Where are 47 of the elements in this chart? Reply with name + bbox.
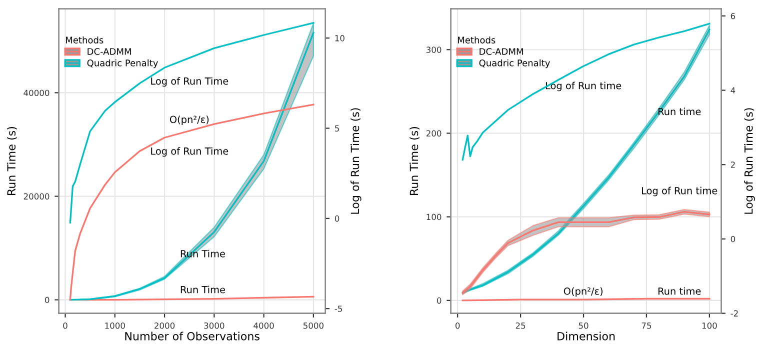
y-tick-label: 300: [426, 46, 442, 53]
annotation: Run time: [658, 287, 701, 295]
x-tick-label: 2000: [154, 322, 175, 329]
annotation: Log of Run time: [642, 186, 718, 196]
y2-tick-label: 6: [730, 12, 736, 20]
y2-tick-label: -2: [730, 310, 738, 316]
legend-label: DC-ADMM: [480, 48, 523, 55]
y2-tick-label: 0: [334, 215, 340, 222]
x-tick-label: 5000: [303, 322, 324, 329]
x-tick-label: 4000: [254, 322, 274, 329]
y2-axis-title: Log of Run Time (s): [350, 108, 362, 214]
y2-tick-label: 10: [335, 35, 344, 42]
y2-tick-label: -5: [334, 306, 342, 312]
x-tick-label: 75: [642, 322, 652, 329]
y2-tick-label: 5: [335, 125, 339, 132]
legend-label: Quadric Penalty: [87, 59, 158, 68]
x-tick-label: 25: [516, 322, 526, 329]
x-axis-title: Dimension: [558, 332, 615, 340]
annotation: Log of Run Time: [151, 77, 228, 87]
annotation: O(pn²/ε): [170, 116, 209, 125]
x-tick-label: 0: [456, 322, 460, 329]
annotation: Run Time: [180, 286, 225, 294]
y2-tick-label: 0: [730, 236, 736, 242]
annotation: O(pn²/ε): [564, 287, 602, 297]
y-axis-title: Run Time (s): [6, 127, 17, 195]
y-tick-label: 0: [45, 296, 50, 304]
y2-axis-title: Log of Run Time (s): [744, 108, 755, 214]
y-tick-label: 40000: [24, 90, 50, 96]
legend-title: Methods: [458, 36, 496, 44]
annotation: Log of Run Time: [151, 147, 228, 157]
annotation: Log of Run time: [546, 82, 622, 92]
y2-tick-label: 2: [730, 162, 735, 168]
x-tick-label: 0: [63, 322, 68, 329]
x-tick-label: 50: [578, 322, 588, 329]
legend-title: Methods: [66, 36, 104, 44]
x-tick-label: 100: [702, 322, 717, 329]
legend-label: Quadric Penalty: [479, 59, 550, 68]
y-axis-title: Run Time (s): [410, 127, 420, 195]
legend-label: DC-ADMM: [88, 48, 131, 55]
x-tick-label: 3000: [204, 322, 224, 329]
x-axis-title: Number of Observations: [125, 332, 260, 340]
y-tick-label: 200: [426, 130, 442, 137]
x-tick-label: 1000: [105, 322, 125, 329]
y-tick-label: 20000: [24, 193, 50, 200]
y-tick-label: 100: [426, 214, 442, 220]
y2-tick-label: 4: [730, 87, 736, 94]
y-tick-label: 0: [437, 297, 442, 304]
